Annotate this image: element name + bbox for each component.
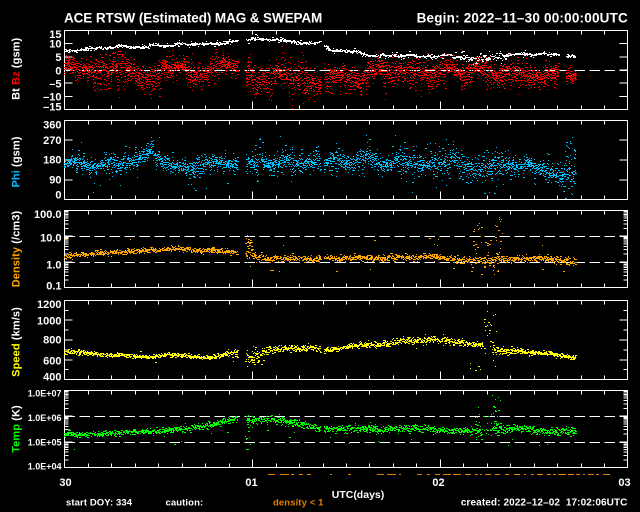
svg-text:Begin: 2022–11–30 00:00:00UTC: Begin: 2022–11–30 00:00:00UTC: [417, 10, 628, 25]
svg-text:400: 400: [43, 371, 61, 383]
svg-text:density < 1: density < 1: [273, 497, 324, 508]
svg-text:–5: –5: [49, 78, 61, 90]
svg-text:1.0: 1.0: [46, 260, 61, 272]
svg-text:1.0E+06: 1.0E+06: [28, 413, 62, 423]
svg-text:1200: 1200: [37, 299, 61, 311]
svg-text:02: 02: [432, 477, 444, 489]
svg-text:15: 15: [49, 29, 61, 41]
svg-text:–10: –10: [43, 92, 61, 104]
svg-text:1000: 1000: [37, 316, 61, 328]
svg-text:10.0: 10.0: [40, 233, 61, 245]
svg-text:ACE RTSW (Estimated) MAG & SWE: ACE RTSW (Estimated) MAG & SWEPAM: [64, 10, 322, 25]
svg-text:10: 10: [49, 39, 61, 51]
svg-text:5: 5: [55, 52, 61, 64]
svg-text:Phi (gsm): Phi (gsm): [11, 136, 23, 187]
svg-text:600: 600: [43, 356, 61, 368]
svg-text:Bt Bz (gsm): Bt Bz (gsm): [11, 37, 23, 99]
svg-text:Temp (K): Temp (K): [11, 405, 23, 453]
svg-text:Density (/cm3): Density (/cm3): [11, 210, 23, 287]
svg-text:180: 180: [43, 155, 61, 167]
svg-text:Speed (km/s): Speed (km/s): [11, 307, 23, 377]
svg-text:caution:: caution:: [166, 497, 204, 508]
svg-text:01: 01: [245, 477, 257, 489]
svg-text:created: 2022–12–02 17:02:06U: created: 2022–12–02 17:02:06UTC: [461, 497, 628, 508]
svg-text:UTC(days): UTC(days): [332, 489, 385, 501]
svg-text:360: 360: [43, 120, 61, 132]
svg-text:30: 30: [59, 477, 71, 489]
svg-text:03: 03: [618, 477, 630, 489]
svg-text:100.0: 100.0: [34, 209, 62, 221]
svg-text:start DOY: 334: start DOY: 334: [66, 497, 133, 508]
svg-text:90: 90: [49, 175, 61, 187]
svg-text:0.1: 0.1: [46, 280, 61, 292]
svg-text:–15: –15: [43, 102, 61, 114]
svg-text:1.0E+05: 1.0E+05: [28, 438, 62, 448]
svg-text:1.0E+04: 1.0E+04: [28, 462, 62, 472]
svg-text:800: 800: [43, 335, 61, 347]
svg-text:1.0E+07: 1.0E+07: [28, 388, 62, 398]
svg-text:270: 270: [43, 135, 61, 147]
svg-text:0: 0: [55, 190, 61, 202]
svg-text:0: 0: [55, 65, 61, 77]
